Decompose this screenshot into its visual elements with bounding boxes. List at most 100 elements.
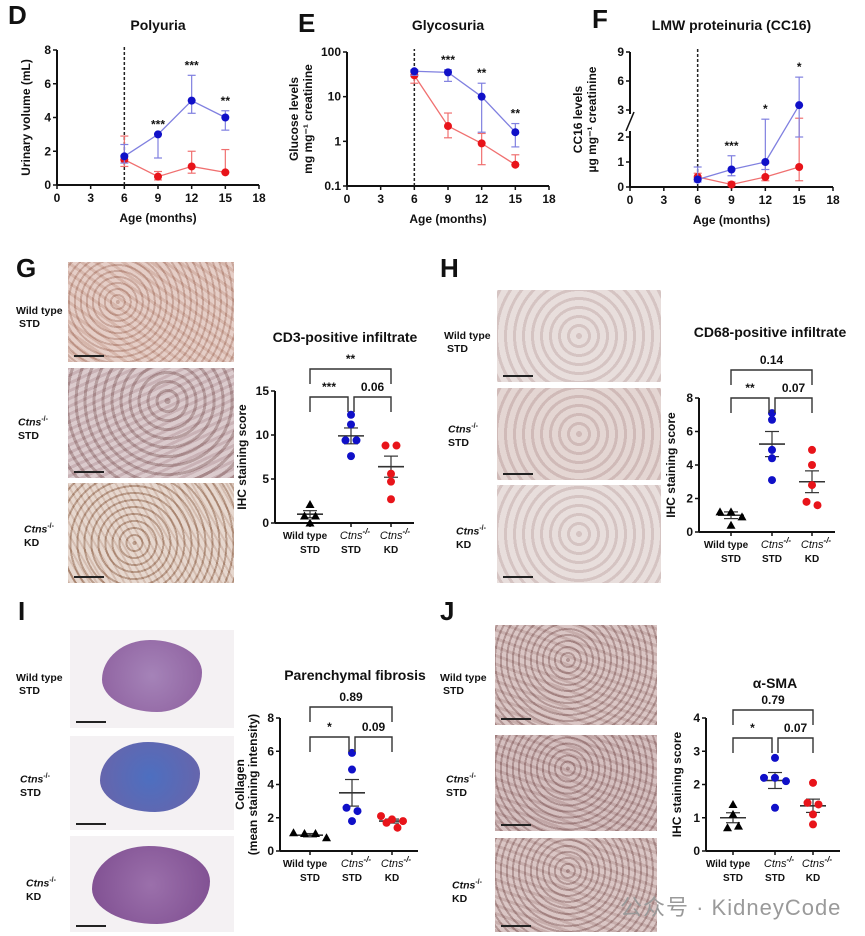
scale-bar — [503, 576, 533, 578]
label-line: Wild type — [16, 672, 63, 684]
data-point-triangle — [311, 829, 320, 838]
data-point-red — [808, 461, 816, 469]
histology-image-g-ctns-kd — [68, 483, 234, 583]
data-point-blue — [347, 420, 355, 429]
data-point-red — [377, 812, 385, 821]
label-line: STD — [447, 343, 468, 355]
gene-name: Ctns — [380, 530, 403, 542]
scale-bar — [501, 718, 531, 720]
x-tick-label: 0 — [344, 192, 351, 206]
x-tick-label: 12 — [759, 193, 773, 207]
y-tick-label: 15 — [256, 384, 270, 398]
x-tick-label: 9 — [728, 193, 735, 207]
y-tick-label: 2 — [617, 130, 624, 144]
data-point-red — [392, 441, 401, 450]
category-label: Ctns-/- — [764, 855, 795, 870]
panel-letter-i: I — [18, 596, 26, 626]
series-line-red — [697, 166, 800, 186]
comparison-bracket — [309, 736, 350, 752]
data-point-blue — [348, 765, 356, 774]
y-tick-label: 2 — [693, 778, 700, 792]
x-tick-label: 0 — [54, 191, 61, 205]
data-point-blue — [768, 476, 776, 485]
category-label: Ctns-/- — [761, 536, 792, 551]
y-tick-label: 2 — [267, 811, 274, 825]
y-axis-label: Glucose levels — [287, 77, 301, 161]
gene-name: Ctns — [764, 858, 787, 870]
genotype-sup: -/- — [41, 416, 48, 423]
data-point-red — [511, 160, 520, 169]
axis-break-mark — [625, 111, 635, 132]
histology-image-h-ctns-kd — [497, 485, 661, 583]
histology-image-g-ctns-std — [68, 368, 234, 478]
data-point-red — [381, 441, 390, 450]
data-point-blue — [348, 748, 356, 757]
label-wild-type-std: Wild type STD — [440, 672, 487, 698]
x-tick-label: 6 — [121, 191, 128, 205]
x-tick-label: 9 — [445, 192, 452, 206]
gene-name: Ctns — [26, 877, 50, 890]
y-tick-label: 2 — [686, 492, 693, 506]
chart-title: Glycosuria — [412, 17, 485, 33]
significance-label: ** — [477, 66, 487, 80]
histology-image-h-wild-type — [497, 290, 661, 382]
comparison-bracket — [309, 706, 393, 722]
comparison-bracket — [732, 709, 814, 725]
scale-bar — [501, 925, 531, 927]
x-axis-label: Age (months) — [409, 212, 486, 226]
data-point-red — [814, 800, 823, 809]
comparison-label: ** — [745, 381, 755, 395]
y-axis-label: Urinary volume (mL) — [19, 59, 33, 176]
x-tick-label: 15 — [792, 193, 806, 207]
category-sublabel: STD — [342, 873, 362, 884]
y-tick-label: 0 — [44, 178, 51, 192]
y-tick-label: 1 — [693, 811, 700, 825]
data-point-red — [387, 477, 395, 486]
label-ctns-std: Ctns-/- STD — [18, 413, 48, 443]
y-axis-label: µg mg⁻¹ creatinine — [585, 66, 599, 172]
label-line: Wild type — [440, 672, 487, 684]
significance-label: ** — [511, 107, 521, 121]
kidney-section — [102, 640, 202, 712]
histology-image-j-ctns-std — [495, 735, 657, 831]
histology-image-j-wild-type — [495, 625, 657, 725]
data-point-triangle — [322, 833, 331, 842]
label-line: STD — [18, 429, 39, 442]
series-line-blue — [697, 104, 800, 181]
data-point-red — [808, 445, 816, 454]
data-point-blue — [768, 445, 776, 454]
data-point-blue — [347, 452, 355, 461]
category-sublabel: STD — [300, 873, 320, 884]
y-tick-label: 8 — [44, 43, 51, 57]
y-tick-label: 0 — [617, 180, 624, 194]
chart-g: CD3-positive infiltrate 0 5 10 15 IHC stainin… — [235, 329, 418, 556]
data-point-red — [387, 495, 395, 504]
data-point-red — [809, 820, 817, 829]
y-tick-label: 10 — [256, 428, 270, 442]
label-ctns-kd: Ctns-/- KD — [24, 520, 54, 550]
data-point-blue — [120, 152, 129, 161]
data-point-triangle — [300, 829, 309, 838]
label-line: STD — [20, 786, 41, 799]
label-line: Wild type — [16, 305, 63, 317]
label-ctns-std: Ctns-/- STD — [448, 420, 478, 450]
label-line: STD — [19, 318, 40, 330]
comparison-label: ** — [346, 352, 356, 366]
y-tick-label: 1 — [334, 134, 341, 148]
histology-image-i-wild-type — [70, 630, 234, 728]
genotype-sup: -/- — [471, 423, 478, 430]
category-sublabel: STD — [341, 545, 361, 556]
data-point-blue — [727, 165, 736, 174]
genotype-sup: -/- — [469, 773, 476, 780]
y-tick-label: 4 — [44, 111, 51, 125]
y-tick-label: 5 — [262, 472, 269, 486]
data-point-red — [393, 823, 402, 832]
label-ctns-std: Ctns-/- STD — [20, 770, 50, 800]
category-label: Ctns-/- — [802, 855, 833, 870]
y-axis-label: IHC staining score — [235, 404, 249, 510]
comparison-bracket — [774, 397, 813, 413]
panel-letter-f: F — [592, 4, 608, 34]
label-ctns-std: Ctns-/- STD — [446, 770, 476, 800]
genotype-sup: -/- — [824, 536, 832, 545]
